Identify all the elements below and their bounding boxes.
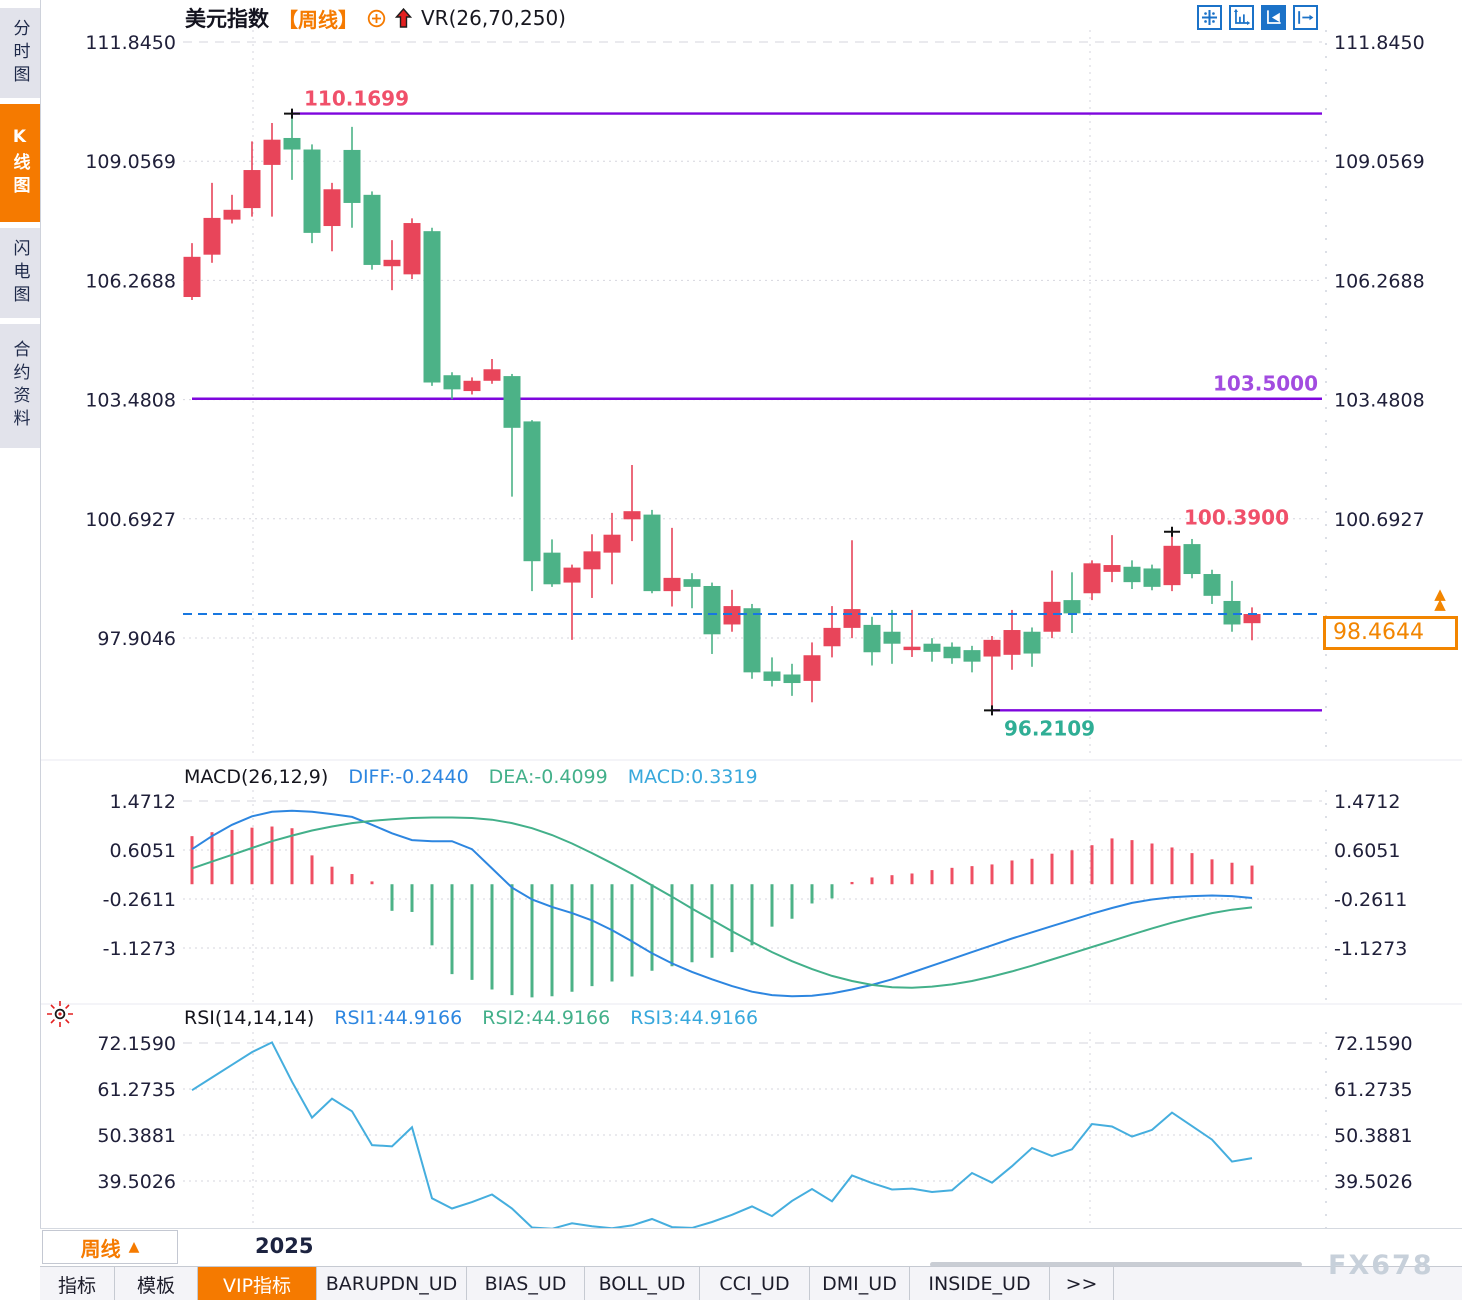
- crosshair-move-icon[interactable]: [1197, 5, 1222, 30]
- svg-text:-1.1273: -1.1273: [1334, 938, 1407, 960]
- tab-指标[interactable]: 指标: [40, 1267, 115, 1300]
- trend-up-arrow-icon: [395, 7, 412, 29]
- svg-text:103.5000: 103.5000: [1213, 372, 1318, 396]
- macd-diff-value: DIFF:-0.2440: [348, 766, 469, 788]
- svg-text:100.6927: 100.6927: [1334, 509, 1425, 531]
- svg-text:39.5026: 39.5026: [97, 1171, 176, 1193]
- tab-BARUPDN_UD[interactable]: BARUPDN_UD: [317, 1267, 467, 1300]
- vr-indicator-label[interactable]: VR(26,70,250): [421, 6, 566, 30]
- svg-text:103.4808: 103.4808: [1334, 390, 1425, 412]
- tab-INSIDE_UD[interactable]: INSIDE_UD: [910, 1267, 1050, 1300]
- svg-text:109.0569: 109.0569: [1334, 151, 1425, 173]
- chart-toolbar: [1197, 5, 1318, 30]
- horizontal-scrollbar[interactable]: [930, 1262, 1302, 1267]
- sidebar-item-1[interactable]: 分时图: [0, 8, 40, 98]
- rsi-title[interactable]: RSI(14,14,14): [184, 1007, 315, 1029]
- svg-text:61.2735: 61.2735: [1334, 1079, 1413, 1101]
- svg-text:50.3881: 50.3881: [97, 1125, 176, 1147]
- svg-text:109.0569: 109.0569: [85, 151, 176, 173]
- macd-title[interactable]: MACD(26,12,9): [184, 766, 329, 788]
- svg-text:1.4712: 1.4712: [110, 791, 176, 813]
- xaxis-year-label: 2025: [255, 1234, 314, 1258]
- period-selector-label: 周线: [80, 1236, 121, 1261]
- svg-text:61.2735: 61.2735: [97, 1079, 176, 1101]
- macd-dea-value: DEA:-0.4099: [488, 766, 608, 788]
- svg-text:110.1699: 110.1699: [304, 87, 409, 111]
- indicator-tabbar: 指标 模板 VIP指标 BARUPDN_UD BIAS_UD BOLL_UD CCI_UD D…: [40, 1266, 1462, 1300]
- svg-text:96.2109: 96.2109: [1004, 716, 1095, 740]
- indicator-settings-icon[interactable]: [44, 998, 76, 1034]
- svg-text:106.2688: 106.2688: [85, 270, 176, 292]
- tab-BIAS_UD[interactable]: BIAS_UD: [467, 1267, 585, 1300]
- svg-text:-0.2611: -0.2611: [1334, 889, 1407, 911]
- sidebar-item-2[interactable]: K线图: [0, 104, 40, 222]
- rsi1-value: RSI1:44.9166: [334, 1007, 463, 1029]
- svg-text:0.6051: 0.6051: [1334, 840, 1400, 862]
- chart-title-row: 美元指数 【周线】 VR(26,70,250): [185, 4, 566, 32]
- svg-text:0.6051: 0.6051: [110, 840, 176, 862]
- fx678-watermark: FX678: [1328, 1250, 1434, 1281]
- svg-text:72.1590: 72.1590: [97, 1033, 176, 1055]
- svg-text:50.3881: 50.3881: [1334, 1125, 1413, 1147]
- xaxis-row: 周线 ▲ 2025: [40, 1228, 1462, 1267]
- tab-CCI_UD[interactable]: CCI_UD: [700, 1267, 810, 1300]
- svg-text:-1.1273: -1.1273: [103, 938, 176, 960]
- svg-text:97.9046: 97.9046: [97, 628, 176, 650]
- sidebar-item-4[interactable]: 合约资料: [0, 324, 40, 448]
- rsi2-value: RSI2:44.9166: [482, 1007, 611, 1029]
- add-indicator-icon[interactable]: [367, 9, 386, 28]
- period-label[interactable]: 【周线】: [278, 7, 358, 32]
- svg-text:1.4712: 1.4712: [1334, 791, 1400, 813]
- tabbar-more-button[interactable]: >>: [1050, 1267, 1114, 1300]
- tab-BOLL_UD[interactable]: BOLL_UD: [585, 1267, 700, 1300]
- macd-header: MACD(26,12,9) DIFF:-0.2440 DEA:-0.4099 M…: [184, 766, 758, 788]
- svg-text:-0.2611: -0.2611: [103, 889, 176, 911]
- rsi3-value: RSI3:44.9166: [630, 1007, 759, 1029]
- svg-text:100.6927: 100.6927: [85, 509, 176, 531]
- macd-macd-value: MACD:0.3319: [627, 766, 758, 788]
- auto-scale-icon[interactable]: [1261, 5, 1286, 30]
- svg-text:39.5026: 39.5026: [1334, 1171, 1413, 1193]
- axis-scale-icon[interactable]: [1229, 5, 1254, 30]
- svg-text:111.8450: 111.8450: [1334, 32, 1425, 54]
- rsi-header: RSI(14,14,14) RSI1:44.9166 RSI2:44.9166 …: [184, 1007, 758, 1029]
- period-up-triangle-icon: ▲: [128, 1239, 140, 1255]
- svg-text:106.2688: 106.2688: [1334, 270, 1425, 292]
- svg-text:103.4808: 103.4808: [85, 390, 176, 412]
- price-up-arrows-icon: ▲ ▲: [1434, 585, 1446, 613]
- sidebar-item-3[interactable]: 闪电图: [0, 228, 40, 318]
- svg-text:100.3900: 100.3900: [1184, 506, 1289, 530]
- tab-DMI_UD[interactable]: DMI_UD: [810, 1267, 910, 1300]
- symbol-name: 美元指数: [185, 7, 269, 31]
- tab-VIP指标[interactable]: VIP指标: [198, 1267, 317, 1300]
- pan-right-icon[interactable]: [1293, 5, 1318, 30]
- period-selector[interactable]: 周线 ▲: [42, 1230, 178, 1264]
- tab-模板[interactable]: 模板: [115, 1267, 198, 1300]
- left-sidebar: 分时图 K线图闪电图合约资料: [0, 0, 41, 1300]
- current-price-tag: 98.4644: [1323, 616, 1458, 650]
- svg-text:111.8450: 111.8450: [85, 32, 176, 54]
- svg-text:72.1590: 72.1590: [1334, 1033, 1413, 1055]
